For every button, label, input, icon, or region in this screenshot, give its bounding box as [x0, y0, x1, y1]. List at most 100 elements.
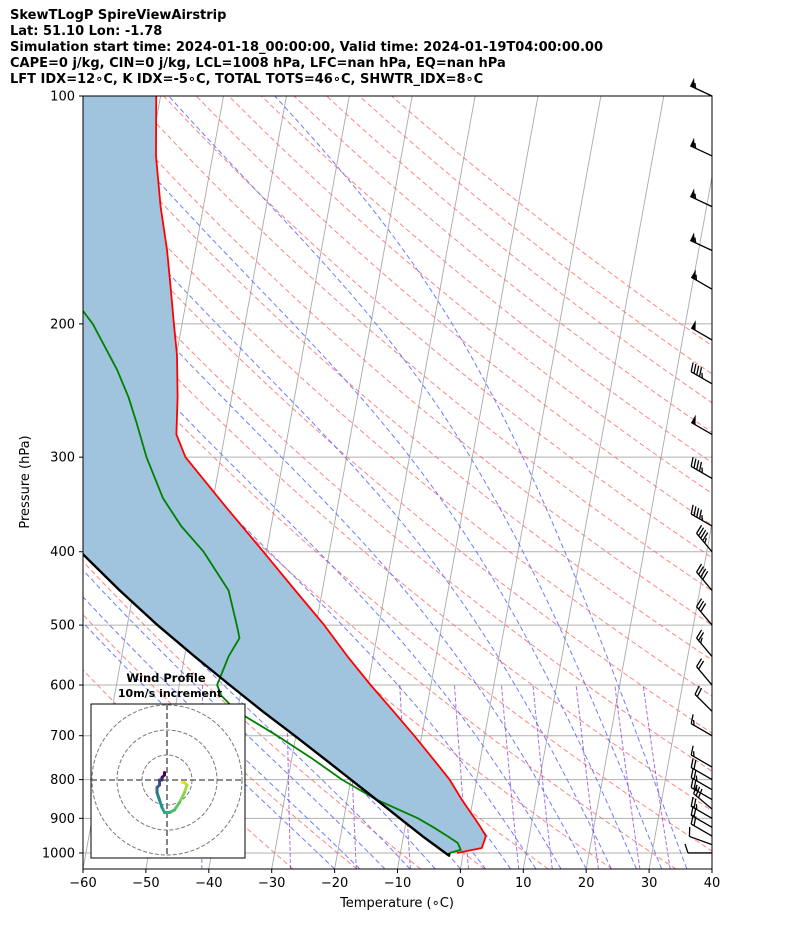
- x-tick-label: −20: [321, 876, 348, 891]
- y-tick-label: 500: [50, 619, 75, 634]
- barb-shaft: [696, 637, 713, 657]
- dry-adiabat: [261, 96, 712, 464]
- isotherm-line: [459, 96, 602, 869]
- barb-feather: [690, 796, 694, 807]
- barb-shaft: [696, 532, 713, 553]
- moist-adiabat: [83, 541, 411, 869]
- barb-feather: [702, 571, 709, 580]
- moist-adiabat: [274, 96, 688, 869]
- barb-shaft: [690, 723, 713, 737]
- moist-adiabat: [83, 96, 637, 869]
- hodograph-plot: [91, 704, 245, 858]
- barb-feather: [696, 629, 703, 639]
- wind-barb: [689, 232, 713, 252]
- barb-pennant: [691, 269, 696, 280]
- data-layer: [83, 96, 487, 857]
- y-tick-label: 1000: [42, 846, 75, 861]
- x-tick-label: 20: [578, 876, 595, 891]
- moist-adiabat: [83, 402, 512, 869]
- dry-adiabat: [83, 234, 712, 772]
- barb-shaft: [689, 835, 713, 846]
- hodograph-title: Wind Profile: [126, 671, 206, 685]
- barb-pennant: [690, 137, 695, 148]
- wind-barb: [690, 504, 713, 527]
- isotherm-line: [711, 866, 712, 869]
- barb-feather: [693, 363, 697, 374]
- isotherm-line: [271, 96, 413, 869]
- barb-feather: [694, 685, 700, 695]
- barb-feather: [700, 529, 707, 539]
- barb-feather: [694, 142, 697, 149]
- dry-adiabat: [163, 96, 712, 559]
- x-tick-label: −10: [384, 876, 411, 891]
- wind-barb: [696, 524, 713, 553]
- wind-barb: [690, 778, 713, 801]
- stability-indices-label: CAPE=0 j/kg, CIN=0 j/kg, LCL=1008 hPa, L…: [10, 56, 506, 71]
- barb-shaft: [689, 239, 713, 252]
- barb-feather: [693, 779, 697, 790]
- wind-barb: [696, 598, 713, 626]
- y-tick-label: 600: [50, 679, 75, 694]
- dry-adiabat: [130, 96, 712, 592]
- moist-adiabat: [83, 358, 537, 869]
- x-tick-label: −50: [132, 876, 159, 891]
- barb-feather: [696, 524, 703, 534]
- barb-feather: [704, 537, 707, 544]
- barb-shaft: [689, 85, 713, 97]
- y-axis-label: Pressure (hPa): [18, 435, 33, 528]
- barb-feather: [684, 843, 689, 854]
- barb-shaft: [690, 823, 713, 837]
- y-tick-label: 400: [50, 545, 75, 560]
- x-tick-label: −30: [258, 876, 285, 891]
- mixing-ratio-line: [642, 684, 671, 869]
- dewpoint-profile-line: [83, 309, 462, 854]
- wind-barb: [696, 563, 713, 591]
- barb-feather: [693, 769, 697, 780]
- mixing-ratio-line: [614, 684, 641, 869]
- wind-barb: [696, 658, 713, 686]
- barb-feather: [698, 367, 703, 377]
- wind-barb: [689, 137, 713, 157]
- wind-barb: [689, 77, 713, 97]
- moist-adiabat: [83, 596, 361, 869]
- y-tick-label: 900: [50, 812, 75, 827]
- barb-feather: [698, 660, 705, 670]
- barb-feather: [696, 658, 703, 667]
- y-tick-label: 300: [50, 451, 75, 466]
- barb-feather: [696, 563, 703, 573]
- x-tick-label: −60: [69, 876, 96, 891]
- barb-feather: [693, 759, 697, 770]
- wind-barb: [690, 456, 713, 479]
- x-tick-label: 10: [515, 876, 532, 891]
- barb-pennant: [691, 320, 696, 331]
- barb-feather: [698, 632, 705, 641]
- barb-shaft: [690, 371, 713, 385]
- barb-shaft: [690, 276, 713, 290]
- dry-adiabat: [391, 96, 712, 347]
- y-tick-label: 700: [50, 729, 75, 744]
- barb-shaft: [689, 195, 713, 208]
- chart-header: SkewTLogP SpireViewAirstrip Lat: 51.10 L…: [10, 8, 790, 88]
- barb-feather: [690, 778, 694, 788]
- parcel-shading: [83, 96, 486, 856]
- barb-feather: [693, 798, 697, 809]
- axes: −60 −50 −40 −30 −20 −10 0 10 20 30 40 100 200 300 400 5…: [42, 90, 720, 892]
- barb-feather: [694, 193, 697, 200]
- barb-feather: [696, 365, 700, 376]
- barb-shaft: [689, 145, 713, 157]
- dry-adiabat: [83, 411, 613, 869]
- hodograph-segment: [173, 801, 181, 812]
- barb-shaft: [696, 571, 713, 591]
- barb-shaft: [690, 786, 713, 801]
- barb-feather: [702, 532, 709, 542]
- y-tick-label: 800: [50, 773, 75, 788]
- barb-feather: [696, 598, 703, 608]
- wind-barb: [690, 796, 713, 819]
- barb-shaft: [690, 421, 713, 436]
- barb-feather: [696, 687, 703, 697]
- isotherm-line: [648, 520, 712, 869]
- x-tick-label: 40: [704, 876, 721, 891]
- y-tick-label: 200: [50, 317, 75, 332]
- wind-barb: [690, 414, 713, 436]
